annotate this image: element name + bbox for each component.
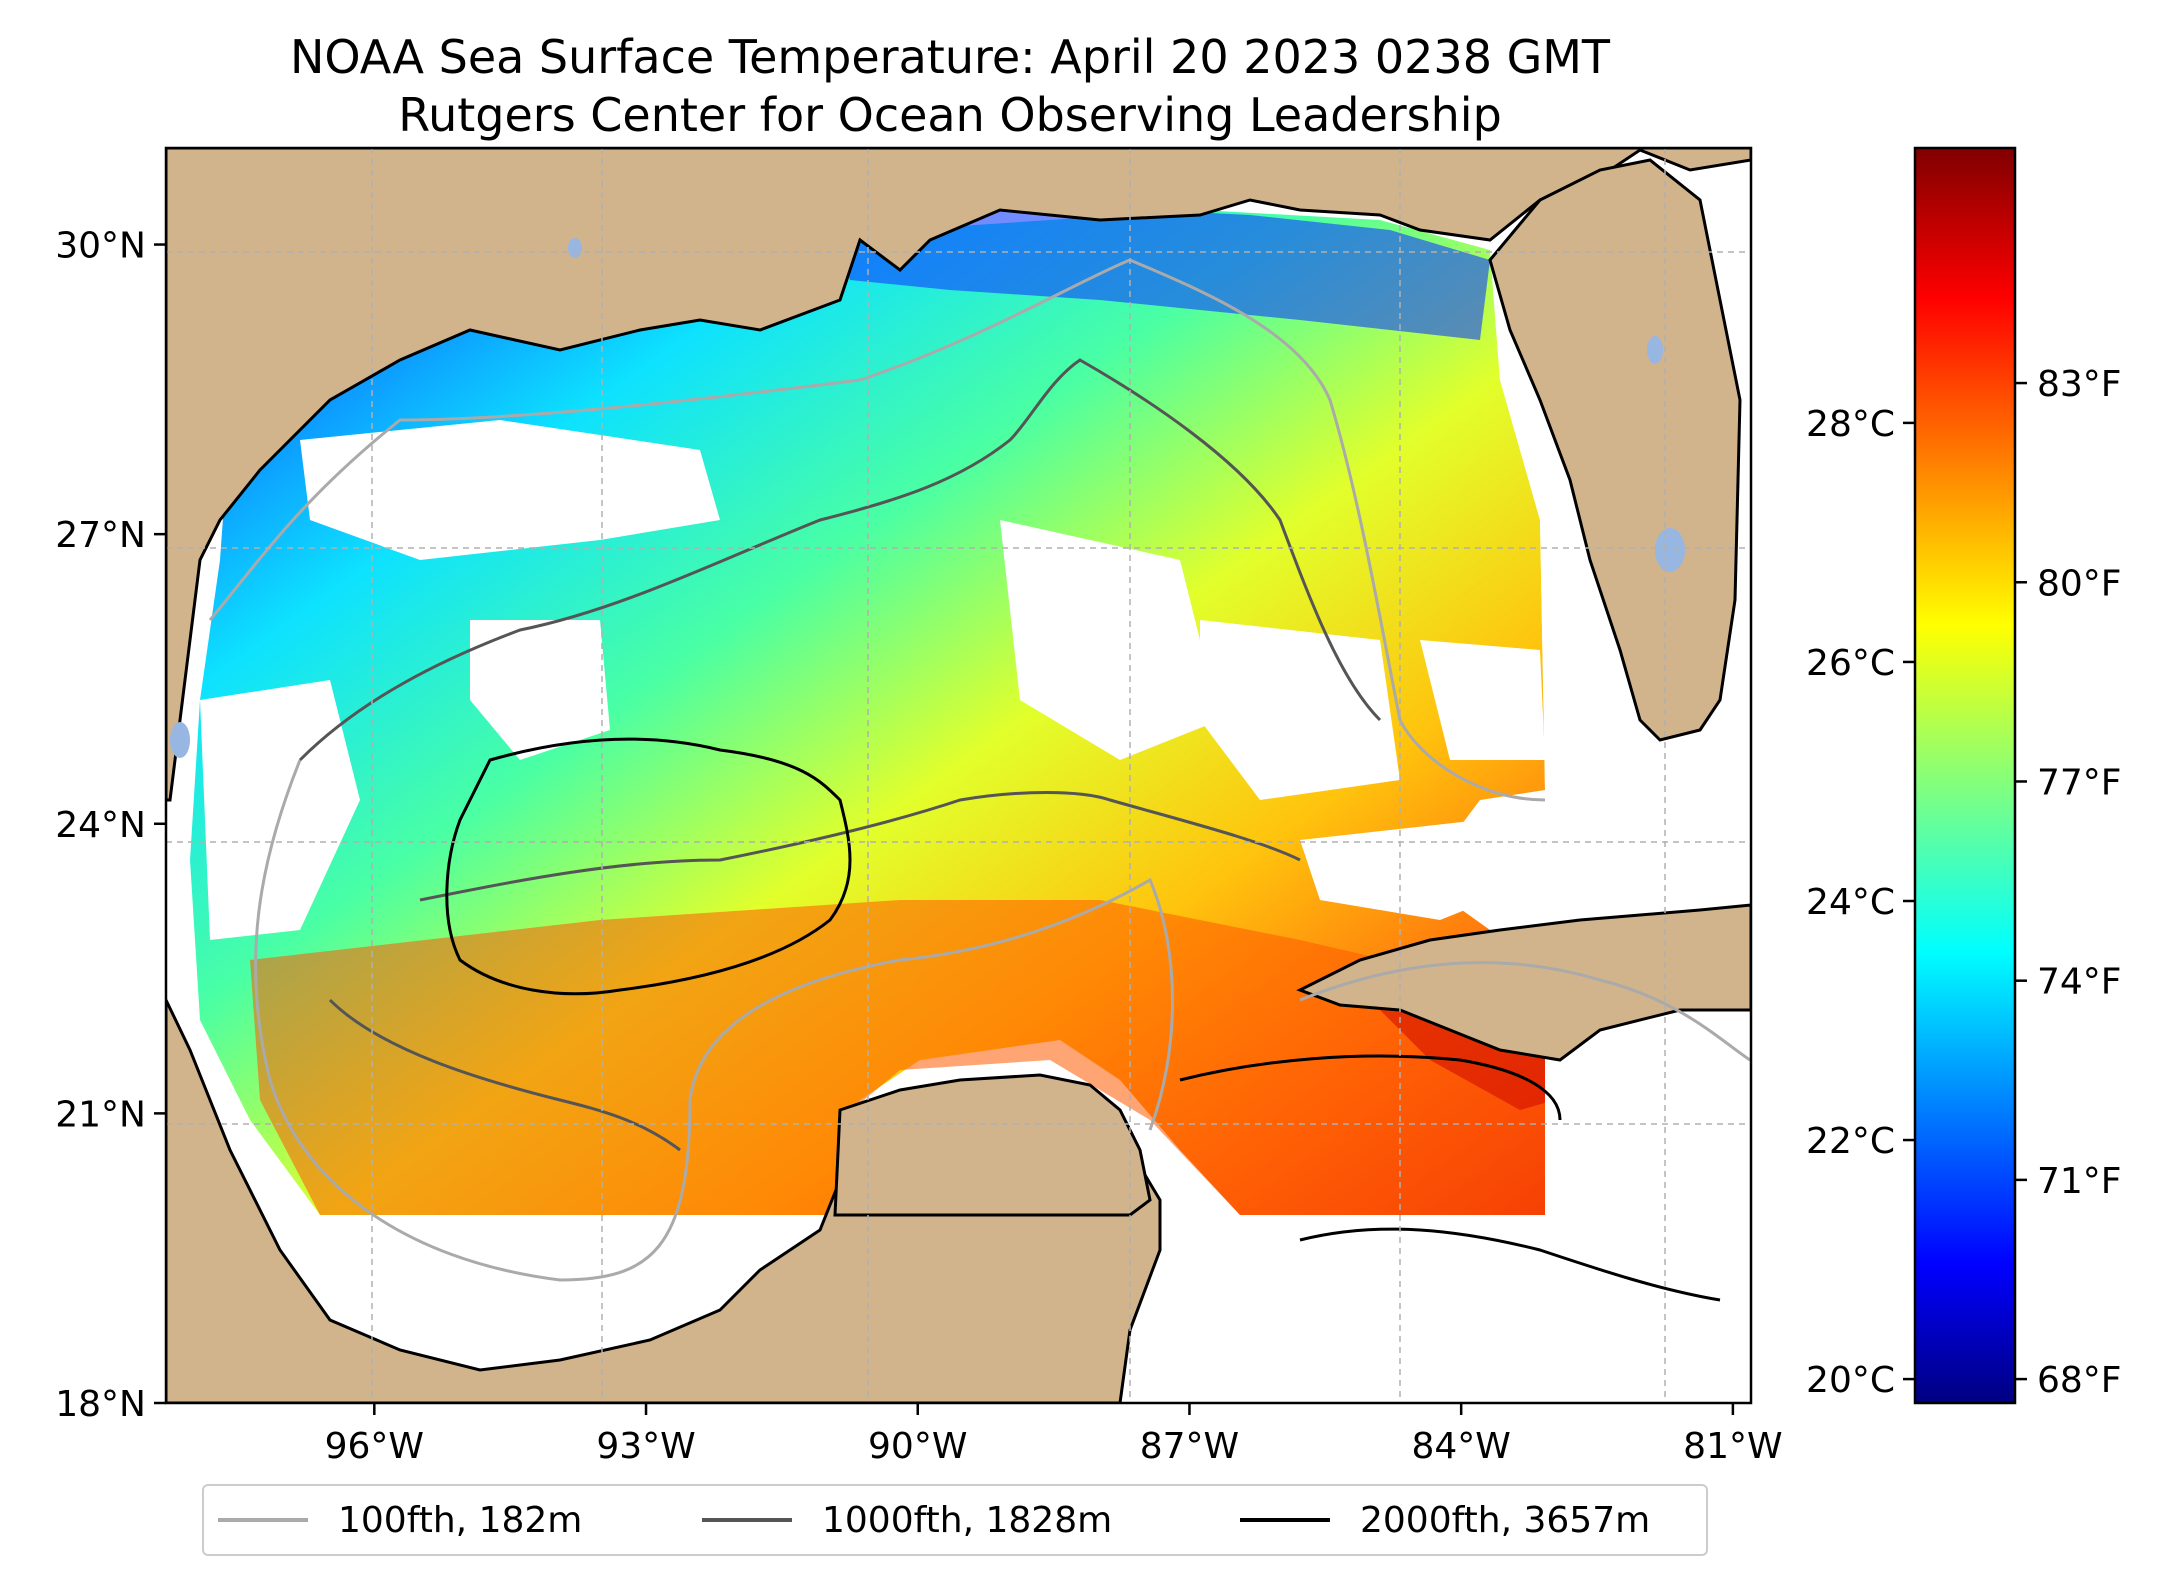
legend-swatch-100fth (218, 1518, 308, 1522)
celsius-tick-label: 22°C (1806, 1121, 1895, 1162)
gridlines (166, 148, 1751, 1403)
lon-tick-label: 93°W (596, 1426, 695, 1467)
lat-tick-label: 30°N (55, 226, 146, 267)
map-frame (164, 146, 1753, 1405)
sst-warm-region (250, 900, 1590, 1215)
fahrenheit-tick-label: 83°F (2037, 364, 2122, 405)
contour-1000fth (298, 358, 1382, 1152)
colorbar-fahrenheit-axis: 68°F 71°F 74°F 77°F 80°F 83°F (2015, 364, 2122, 1401)
legend-item-1000fth: 1000fth, 1828m (702, 1486, 1112, 1554)
contour-2000fth (445, 737, 1721, 1302)
legend-label-100fth: 100fth, 182m (338, 1499, 583, 1541)
fahrenheit-tick-label: 74°F (2037, 962, 2122, 1003)
celsius-tick-label: 26°C (1806, 643, 1895, 684)
land-florida (1488, 158, 1742, 742)
title-line-1: NOAA Sea Surface Temperature: April 20 2… (289, 30, 1611, 84)
contour-100fth (208, 258, 1751, 1282)
latitude-axis: 18°N 21°N 24°N 27°N 30°N (55, 226, 166, 1425)
legend-swatch-2000fth (1240, 1518, 1330, 1522)
fahrenheit-tick-label: 80°F (2037, 563, 2122, 604)
lon-tick-label: 87°W (1140, 1426, 1239, 1467)
map-content (166, 148, 1751, 1403)
fahrenheit-tick-label: 77°F (2037, 762, 2122, 803)
colorbar (1913, 146, 2017, 1405)
legend-label-1000fth: 1000fth, 1828m (822, 1499, 1113, 1541)
legend-item-100fth: 100fth, 182m (218, 1486, 582, 1554)
lon-tick-label: 90°W (868, 1426, 967, 1467)
fahrenheit-tick-label: 71°F (2037, 1161, 2122, 1202)
lat-tick-label: 24°N (55, 805, 146, 846)
lon-tick-label: 84°W (1411, 1426, 1510, 1467)
lat-tick-label: 18°N (55, 1384, 146, 1425)
legend-item-2000fth: 2000fth, 3657m (1240, 1486, 1650, 1554)
lon-tick-label: 81°W (1683, 1426, 1782, 1467)
bathymetry-legend: 100fth, 182m 1000fth, 1828m 2000fth, 365… (202, 1484, 1708, 1556)
fahrenheit-tick-label: 68°F (2037, 1360, 2122, 1401)
title-line-2: Rutgers Center for Ocean Observing Leade… (398, 88, 1502, 142)
lon-tick-label: 96°W (325, 1426, 424, 1467)
legend-swatch-1000fth (702, 1518, 792, 1522)
colorbar-celsius-axis: 20°C 22°C 24°C 26°C 28°C (1806, 404, 1915, 1401)
land-cuba (1296, 903, 1751, 1062)
land (166, 148, 1751, 1403)
land-yucatan (833, 1073, 1152, 1217)
lakes (170, 238, 1685, 758)
celsius-tick-label: 28°C (1806, 404, 1895, 445)
legend-label-2000fth: 2000fth, 3657m (1360, 1499, 1651, 1541)
lat-tick-label: 27°N (55, 515, 146, 556)
longitude-axis: 96°W 93°W 90°W 87°W 84°W 81°W (325, 1403, 1783, 1467)
lat-tick-label: 21°N (55, 1094, 146, 1135)
celsius-tick-label: 24°C (1806, 882, 1895, 923)
map-title: NOAA Sea Surface Temperature: April 20 2… (0, 28, 1900, 144)
celsius-tick-label: 20°C (1806, 1360, 1895, 1401)
